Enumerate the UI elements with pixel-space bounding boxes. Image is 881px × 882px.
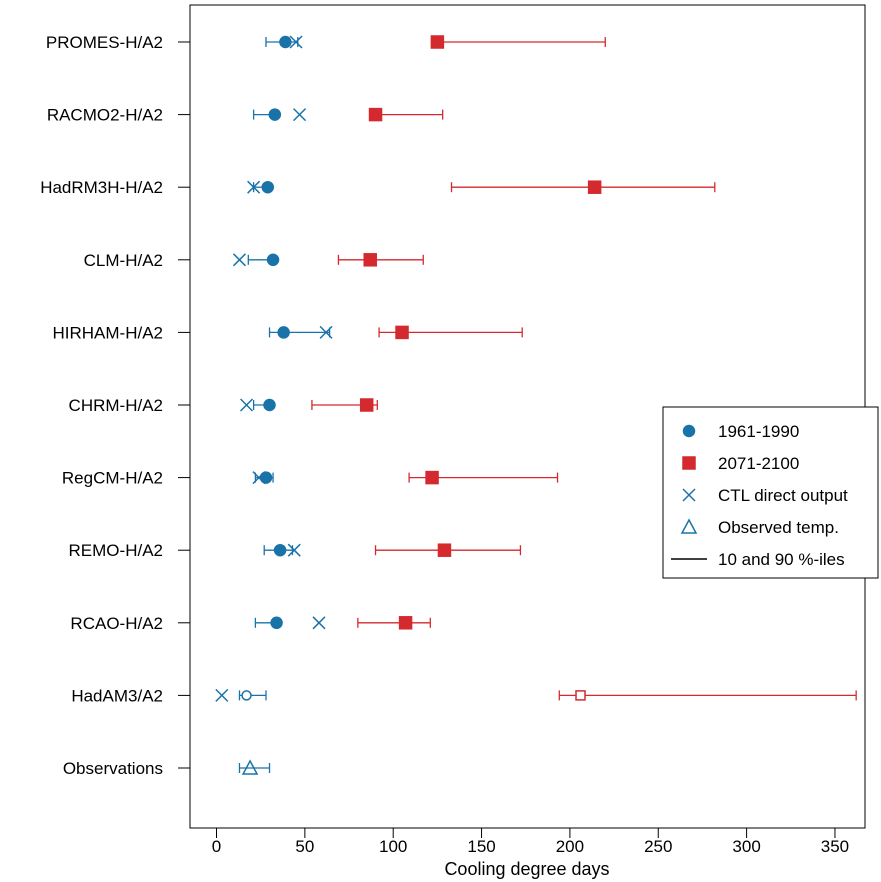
percentile-bar [337,254,424,265]
data-point [293,108,307,122]
x-tick-label: 350 [821,837,849,856]
data-point [240,398,254,412]
data-point [587,180,602,194]
data-point [232,253,247,267]
y-tick-label: Observations [63,759,163,778]
x-tick-label: 150 [467,837,495,856]
data-point [247,180,261,194]
x-axis-label: Cooling degree days [444,859,609,879]
cross-stroke [319,325,333,339]
chart-marks [215,35,857,775]
cross-stroke [289,35,303,49]
data-point [273,543,287,557]
y-tick-label: RegCM-H/A2 [62,469,163,488]
data-point [263,398,276,412]
legend-box [662,406,879,579]
data-point [398,616,413,630]
y-tick-label: RACMO2-H/A2 [47,106,163,125]
data-point [241,690,252,701]
data-point [279,35,292,49]
y-tick-label: HadAM3/A2 [71,686,163,705]
cross-stroke [240,398,254,412]
y-tick-label: CHRM-H/A2 [69,396,163,415]
data-point [395,325,409,340]
y-tick-label: RCAO-H/A2 [70,614,163,633]
cross-stroke [252,471,266,485]
data-point [259,471,273,484]
x-tick-label: 300 [732,837,760,856]
percentile-bar [357,617,431,628]
legend-label: 1961-1990 [718,422,799,441]
percentile-bar [558,690,857,701]
legend-label: CTL direct output [718,486,848,505]
data-point [319,325,333,339]
legend-marker [682,456,696,470]
legend-label: 2071-2100 [718,454,799,473]
percentile-bar [374,109,444,120]
data-point [287,543,301,557]
data-point [268,108,282,121]
data-point [241,759,259,775]
data-point [266,253,280,267]
cross-stroke [215,688,229,702]
data-point [277,326,290,339]
data-point [368,107,383,122]
y-tick-label: CLM-H/A2 [84,251,163,270]
data-point [261,180,274,194]
y-tick-label: HIRHAM-H/A2 [52,323,163,342]
cross-stroke [232,253,247,267]
legend-marker [682,488,696,502]
x-axis: 0 50 100 150 200 250 300 350 [212,828,849,856]
data-point [363,253,377,267]
x-tick-label: 100 [379,837,407,856]
data-point [437,543,452,557]
legend: 1961-1990 2071-2100 CTL direct output Obser… [662,406,879,579]
data-point [430,35,445,49]
x-tick-label: 0 [212,837,221,856]
x-tick-label: 200 [556,837,584,856]
data-point [270,616,283,630]
cross-stroke [682,488,696,502]
data-point [289,35,303,49]
y-tick-label: PROMES-H/A2 [46,33,163,52]
x-tick-label: 250 [644,837,672,856]
x-tick-label: 50 [295,837,314,856]
data-point [359,398,374,412]
data-point [575,690,586,701]
data-point [312,616,326,630]
legend-marker [680,518,698,534]
cross-stroke [247,180,261,194]
cross-stroke [287,543,301,557]
y-tick-label: HadRM3H-H/A2 [40,178,163,197]
percentile-bar [450,182,716,193]
cross-stroke [293,108,307,122]
legend-marker [682,424,696,438]
data-point [215,688,229,702]
y-axis: PROMES-H/A2 RACMO2-H/A2 HadRM3H-H/A2 CLM-H/… [40,33,190,778]
y-tick-label: REMO-H/A2 [69,541,163,560]
legend-label: Observed temp. [718,518,839,537]
percentile-bar [436,37,606,47]
cross-stroke [312,616,326,630]
data-point [425,470,439,485]
legend-label: 10 and 90 %-iles [718,550,845,569]
data-point [252,471,266,485]
